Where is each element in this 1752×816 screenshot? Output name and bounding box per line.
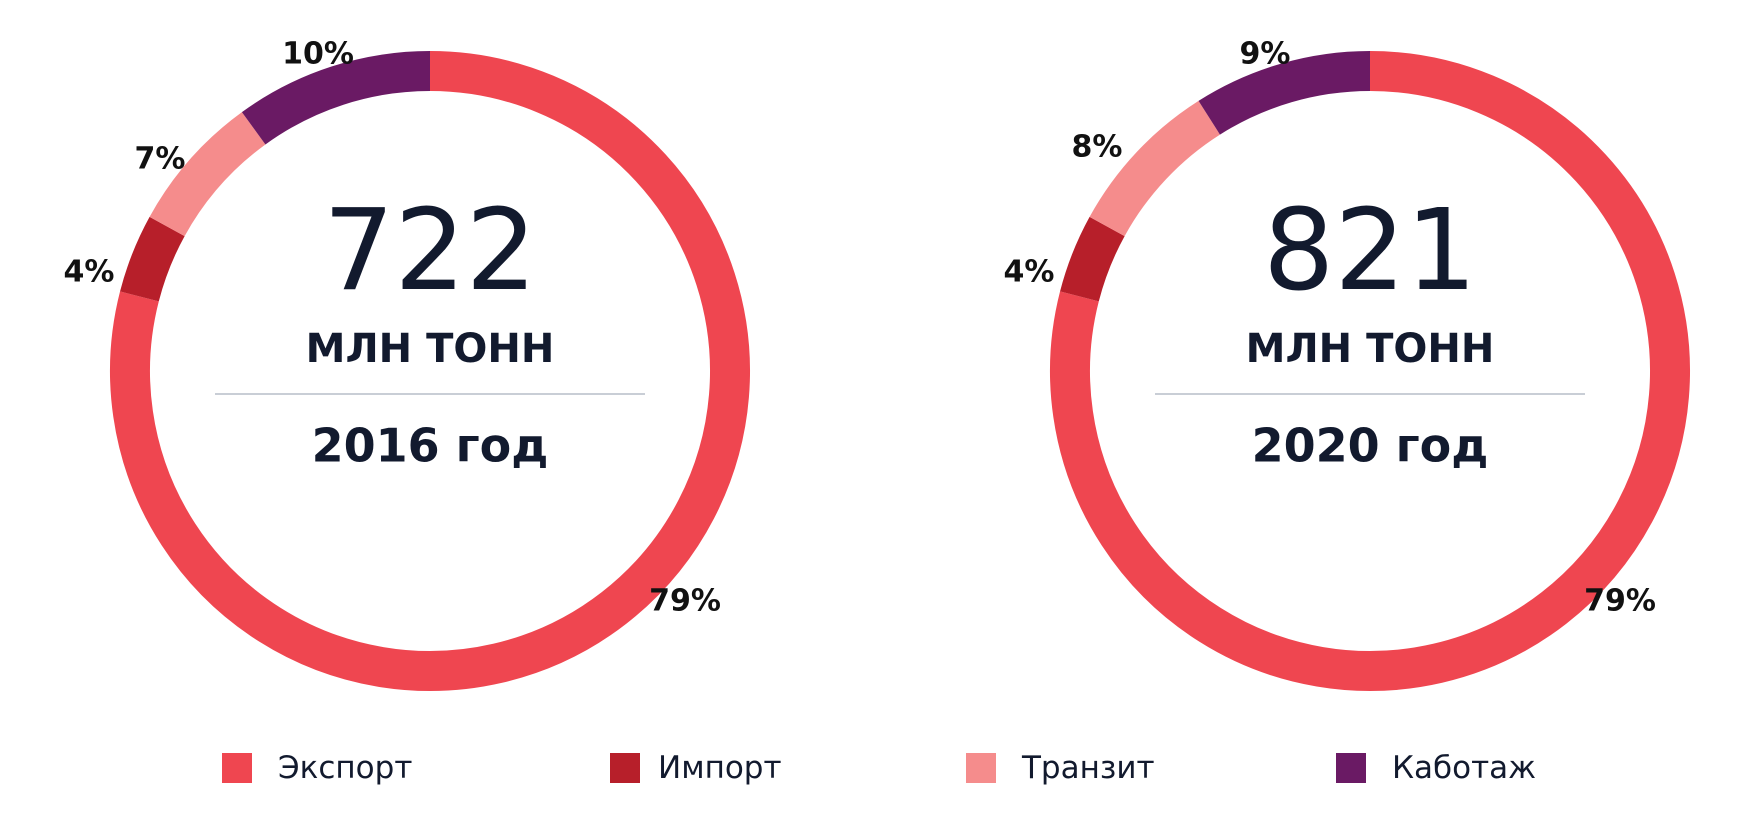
legend-item-transit: Транзит [966, 748, 1155, 788]
center-unit: МЛН ТОНН [1246, 326, 1495, 372]
donut-segment-export [1050, 51, 1690, 691]
data-label-import: 4% [1004, 255, 1055, 290]
data-label-export: 79% [649, 584, 721, 619]
legend-swatch-import [610, 753, 640, 783]
donut-segment-cabotage [1198, 51, 1371, 135]
donut-segment-cabotage [241, 51, 431, 145]
legend-swatch-transit [966, 753, 996, 783]
data-label-export: 79% [1584, 584, 1656, 619]
legend-item-export: Экспорт [222, 748, 412, 788]
donut-segment-export [110, 51, 750, 691]
data-label-import: 4% [64, 255, 115, 290]
donut-segment-import [1060, 216, 1125, 302]
legend-label-export: Экспорт [278, 750, 413, 786]
donut-segment-transit [1089, 100, 1221, 237]
center-unit: МЛН ТОНН [306, 326, 555, 372]
data-label-cabotage: 10% [282, 37, 354, 72]
donut-chart-2: 79% 4% 8% 9% 821 МЛН ТОНН 2020 год [1004, 37, 1690, 691]
legend-swatch-cabotage [1336, 753, 1366, 783]
legend-swatch-export [222, 753, 252, 783]
data-label-cabotage: 9% [1240, 37, 1291, 72]
legend-label-transit: Транзит [1022, 750, 1155, 786]
donut-segment-transit [149, 112, 266, 237]
legend: Экспорт Импорт Транзит Каботаж [0, 748, 1752, 788]
legend-item-import: Импорт [610, 748, 782, 788]
legend-label-cabotage: Каботаж [1392, 750, 1537, 786]
donut-chart-1: 79% 4% 7% 10% 722 МЛН ТОНН 2016 год [64, 37, 750, 691]
data-label-transit: 7% [135, 142, 186, 177]
center-value: 821 [1263, 186, 1477, 316]
data-label-transit: 8% [1072, 130, 1123, 165]
donut-segment-import [120, 216, 185, 302]
center-year: 2020 год [1252, 419, 1489, 473]
legend-label-import: Импорт [658, 750, 782, 786]
center-year: 2016 год [312, 419, 549, 473]
legend-item-cabotage: Каботаж [1336, 748, 1536, 788]
center-value: 722 [323, 186, 537, 316]
